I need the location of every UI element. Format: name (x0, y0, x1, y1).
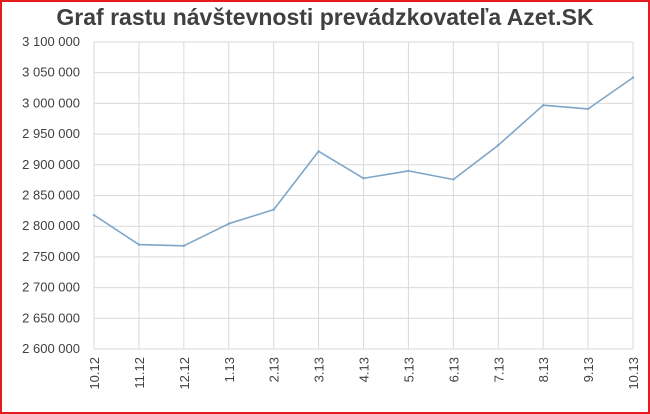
x-tick-label: 10.12 (87, 357, 102, 390)
data-point (317, 150, 320, 153)
y-tick-label: 2 750 000 (22, 249, 80, 264)
x-tick-label: 4.13 (357, 357, 372, 382)
y-tick-label: 3 000 000 (22, 95, 80, 110)
x-tick-label: 8.13 (536, 357, 551, 382)
data-point (541, 104, 545, 107)
x-tick-label: 6.13 (446, 357, 461, 382)
data-point (362, 177, 365, 180)
x-axis-ticks: 10.12 11.12 12.12 1.13 2.13 3.13 4.13 5.13 6.13 7… (87, 357, 641, 390)
y-tick-label: 2 800 000 (22, 218, 80, 233)
x-tick-label: 5.13 (401, 357, 416, 382)
x-tick-label: 10.13 (626, 357, 641, 390)
data-point (407, 169, 410, 173)
series-line-group (92, 76, 635, 248)
data-point (586, 107, 590, 111)
x-tick-label: 1.13 (222, 357, 237, 382)
x-tick-label: 9.13 (581, 357, 596, 382)
gridlines (93, 41, 634, 350)
data-point (92, 213, 96, 217)
y-axis-ticks: 2 600 000 2 650 000 2 700 000 2 750 000 2 80… (22, 34, 80, 356)
y-tick-label: 2 600 000 (22, 341, 80, 356)
y-tick-label: 3 100 000 (22, 34, 80, 49)
data-point (497, 143, 500, 147)
y-tick-label: 2 650 000 (22, 310, 80, 325)
data-point (137, 243, 141, 246)
x-tick-label: 3.13 (312, 357, 327, 382)
data-point (631, 76, 635, 79)
data-point (272, 208, 275, 211)
data-point (452, 178, 455, 181)
x-tick-label: 12.12 (177, 357, 192, 390)
y-tick-label: 2 700 000 (22, 280, 80, 295)
y-tick-label: 2 900 000 (22, 157, 80, 172)
x-tick-label: 7.13 (491, 357, 506, 382)
data-point (182, 244, 186, 248)
x-tick-label: 11.12 (132, 357, 147, 389)
chart-title: Graf rastu návštevnosti prevádzkovateľa … (56, 4, 594, 30)
y-tick-label: 2 950 000 (22, 126, 80, 141)
y-tick-label: 3 050 000 (22, 65, 80, 80)
y-tick-label: 2 850 000 (22, 188, 80, 203)
data-point (227, 222, 230, 225)
x-tick-label: 2.13 (267, 357, 282, 382)
